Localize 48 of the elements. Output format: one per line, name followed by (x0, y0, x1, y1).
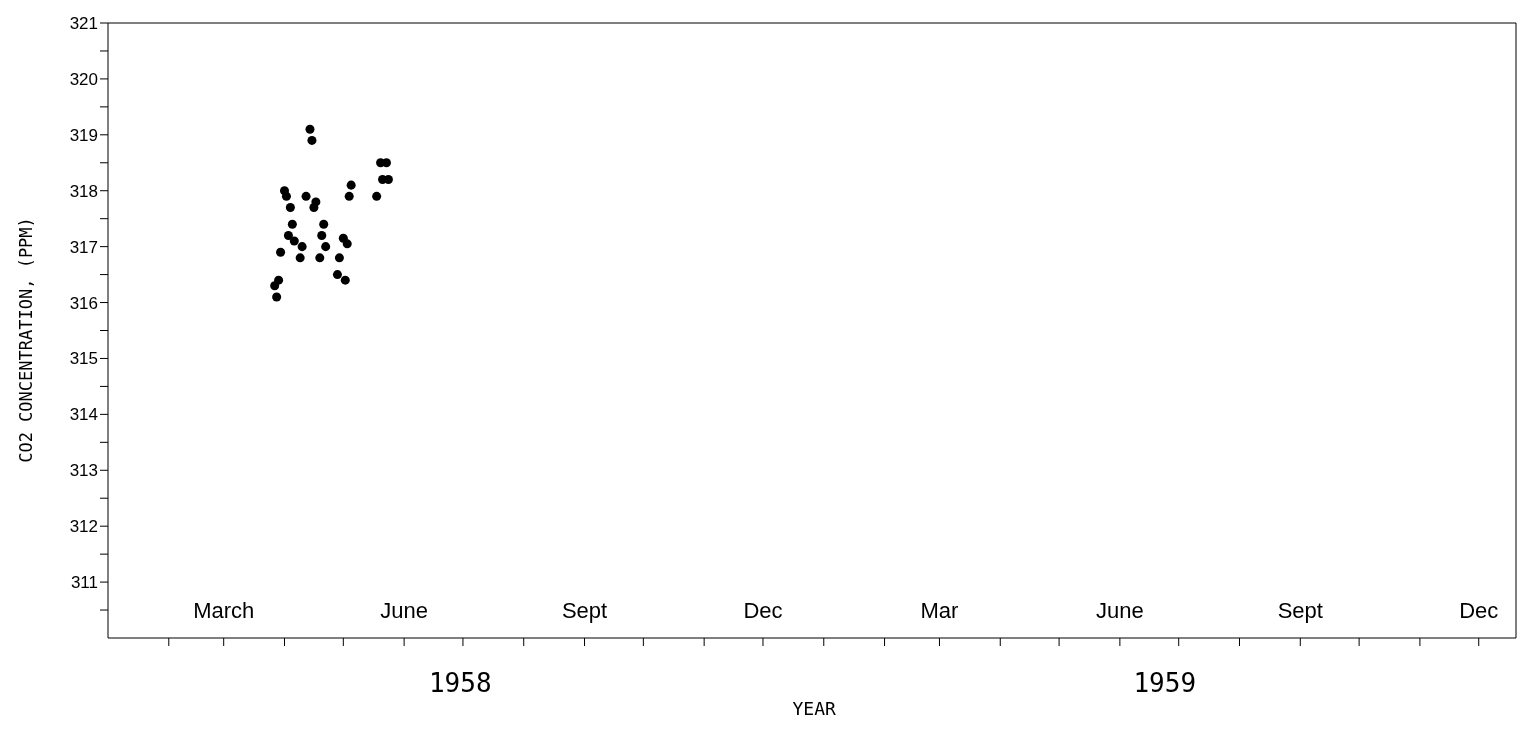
point (311, 197, 321, 207)
x-tick-label: June (1096, 598, 1144, 623)
y-tick-label: 313 (69, 461, 98, 481)
point (346, 180, 356, 190)
x-tick-label: Sept (1277, 598, 1323, 623)
y-tick-label: 314 (69, 405, 98, 425)
y-tick-label: 319 (69, 125, 98, 145)
point (285, 202, 295, 213)
y-tick-label: 320 (69, 69, 98, 89)
y-tick-label: 312 (69, 517, 98, 537)
point (297, 242, 307, 252)
point (305, 124, 315, 134)
x-tick-label: Dec (1459, 598, 1499, 623)
point (289, 236, 299, 246)
y-tick-label: 318 (69, 181, 98, 201)
point (315, 253, 325, 263)
x-tick-label: June (380, 598, 428, 623)
point (272, 292, 282, 302)
point (317, 230, 327, 240)
y-axis-title: CO2 CONCENTRATION, (PPM) (16, 217, 36, 463)
point (334, 253, 344, 263)
x-tick-label: Dec (743, 598, 783, 623)
point (283, 230, 293, 240)
x-axis-title: YEAR (792, 698, 836, 719)
text: 1958 (428, 668, 492, 698)
y-tick-label: 316 (69, 293, 98, 313)
y-tick-label: 317 (69, 237, 98, 257)
point (281, 191, 291, 201)
point (319, 219, 329, 229)
y-tick-label: 321 (69, 14, 98, 34)
point (372, 191, 382, 201)
x-tick-label: Sept (561, 598, 608, 623)
point (295, 253, 305, 263)
x-tick-label: March (193, 598, 255, 623)
text: 1959 (1133, 668, 1197, 698)
point (307, 135, 317, 145)
point (274, 275, 284, 285)
point (332, 270, 342, 280)
y-tick-label: 311 (70, 573, 98, 593)
point (287, 219, 297, 229)
point (340, 275, 350, 285)
x-tick-label: Mar (920, 598, 959, 623)
y-tick-label: 315 (69, 349, 98, 369)
point (321, 242, 331, 252)
point (344, 191, 354, 201)
point (301, 191, 311, 201)
point (342, 239, 352, 249)
point (276, 247, 286, 257)
